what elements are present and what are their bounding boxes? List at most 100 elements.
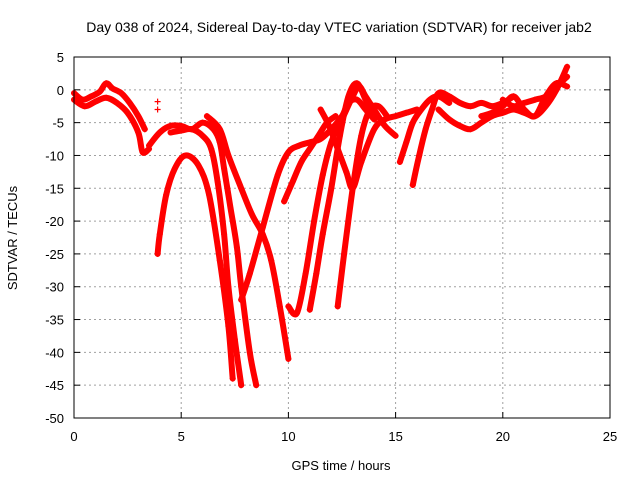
data-point [403,139,410,146]
data-point [531,96,538,103]
y-tick-label: -20 [45,214,64,229]
data-point [429,106,436,113]
data-point [334,145,341,152]
data-point [298,159,305,166]
data-point [285,303,292,310]
data-point [167,129,174,136]
data-point [328,185,335,192]
data-point [317,106,324,113]
data-point [319,172,326,179]
data-point [489,103,496,110]
data-point [227,204,234,211]
y-tick-label: -10 [45,148,64,163]
y-tick-label: -5 [52,116,64,131]
data-point [246,270,253,277]
data-point [371,113,378,120]
y-tick-label: 0 [57,83,64,98]
data-point [296,142,303,149]
data-point [354,96,361,103]
data-point [446,99,453,106]
series-arc-c [154,152,236,382]
data-point [233,244,240,251]
data-point [79,96,86,103]
data-point [564,73,571,80]
data-point [521,99,528,106]
data-point [139,149,146,156]
x-tick-label: 20 [496,429,510,444]
data-point [521,106,528,113]
data-point [313,270,320,277]
data-point [403,109,410,116]
data-point [88,93,95,100]
data-point [289,178,296,185]
data-point [315,132,322,139]
data-point [268,257,275,264]
data-point [96,88,103,95]
data-point [478,119,485,126]
data-point [206,191,213,198]
data-point [499,109,506,116]
data-point [124,109,131,116]
data-series [71,63,571,389]
data-point [225,152,232,159]
data-point [384,113,391,120]
plot-frame [73,56,611,419]
data-point [418,106,425,113]
data-point [343,168,350,175]
data-point [156,231,163,238]
x-tick-label: 0 [70,429,77,444]
data-point [214,178,221,185]
data-point [229,375,236,382]
data-point [210,126,217,133]
data-point [238,185,245,192]
data-point [564,63,571,70]
data-point [489,109,496,116]
y-tick-label: 5 [57,50,64,65]
data-point [92,98,99,105]
data-point [171,165,178,172]
data-point [375,103,382,110]
data-point [238,296,245,303]
data-point [178,127,185,134]
data-point [285,355,292,362]
data-point [381,122,388,129]
data-point [336,132,343,139]
y-tick-label: -45 [45,378,64,393]
y-tick-label: -50 [45,411,64,426]
axes: 0 5 10 15 20 25 5 0 -5 -10 -15 -20 -25 -30 -35 -40 -45 -5… [45,50,617,444]
data-point [302,270,309,277]
data-point [478,99,485,106]
data-point [456,122,463,129]
data-point [392,132,399,139]
y-tick-label: -35 [45,313,64,328]
x-axis-label: GPS time / hours [292,458,391,473]
data-point [409,181,416,188]
data-point [499,96,506,103]
data-point [203,113,210,120]
data-point [253,382,260,389]
y-tick-label: -15 [45,181,64,196]
data-point [167,122,174,129]
data-point [135,113,142,120]
data-point [182,152,189,159]
data-point [109,85,116,92]
data-point [435,90,442,97]
outlier-point [154,106,161,113]
data-point [276,303,283,310]
data-point [456,99,463,106]
data-point [542,93,549,100]
data-point [510,93,517,100]
data-point [221,231,228,238]
data-point [435,106,442,113]
data-point [478,113,485,120]
data-point [510,103,517,110]
data-point [409,119,416,126]
data-point [231,336,238,343]
data-point [396,159,403,166]
data-point [154,250,161,257]
data-point [118,90,125,97]
data-point [446,116,453,123]
data-point [163,191,170,198]
data-point [281,198,288,205]
y-tick-label: -40 [45,345,64,360]
